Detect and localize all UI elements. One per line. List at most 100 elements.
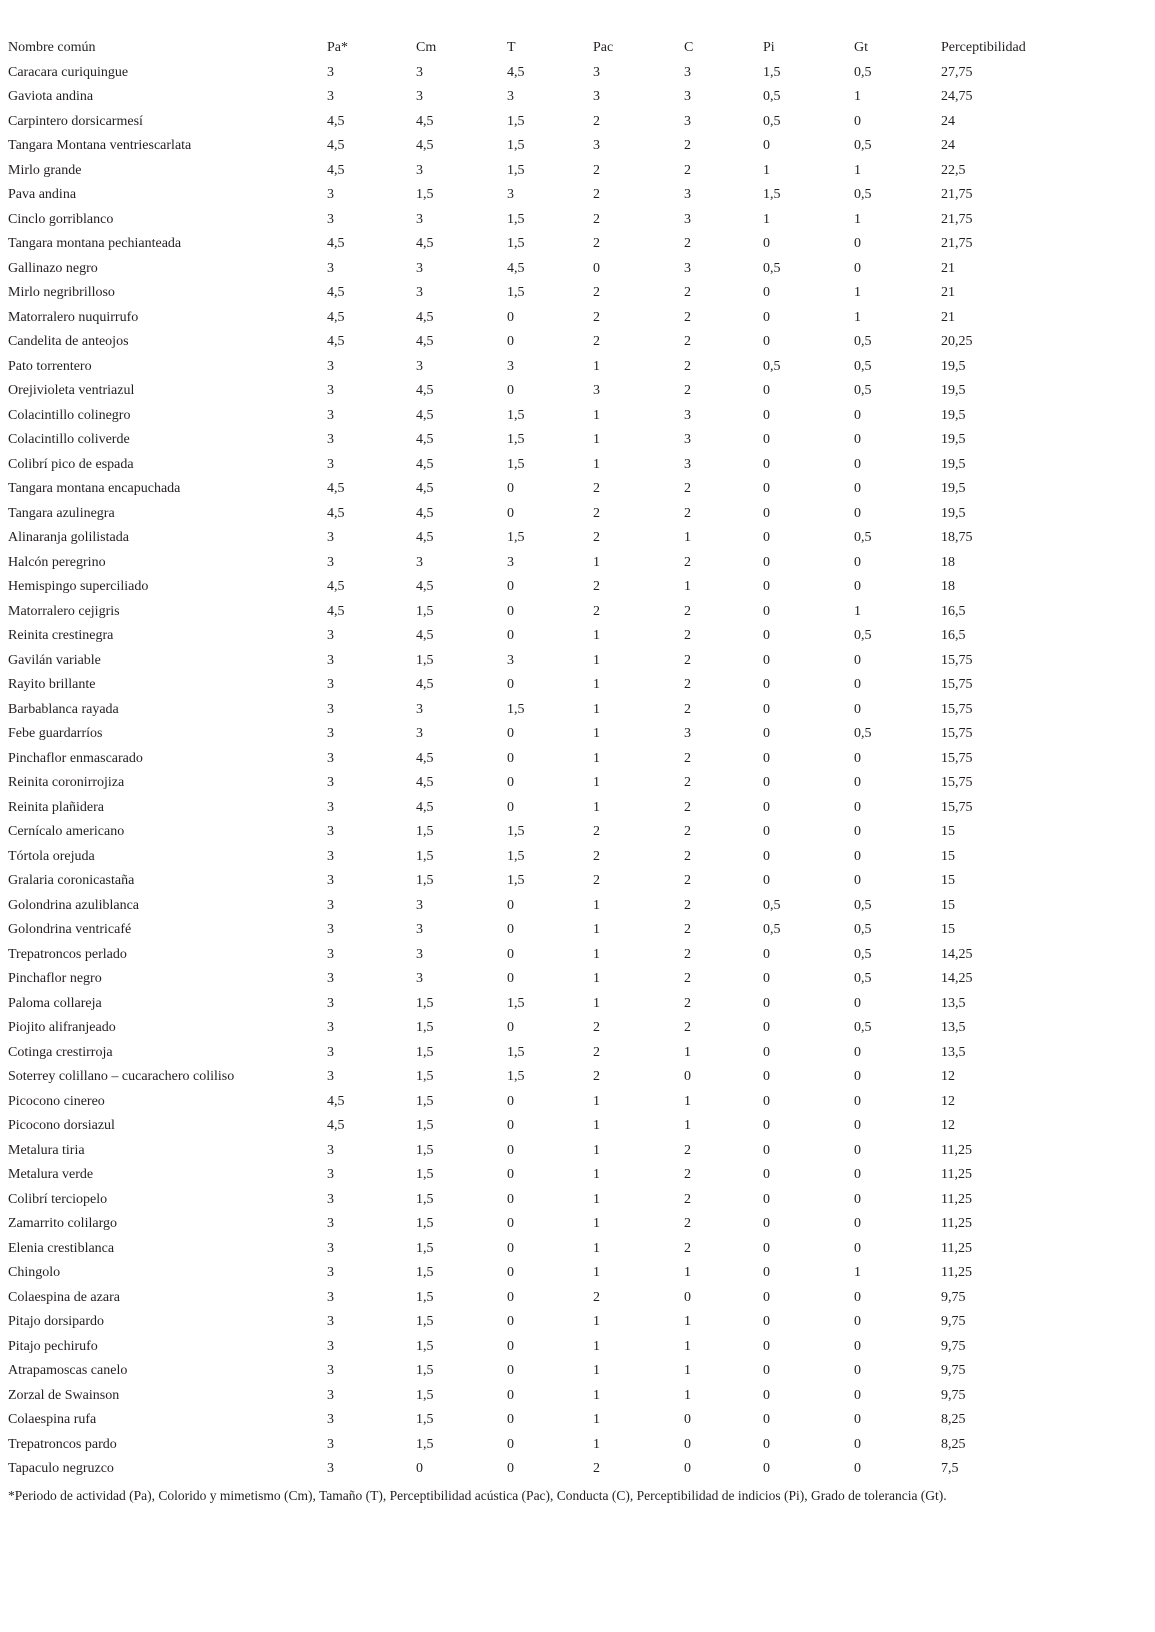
table-cell: 7,5 bbox=[941, 1461, 959, 1477]
table-cell: 1,5 bbox=[416, 873, 434, 889]
species-name: Piojito alifranjeado bbox=[8, 1020, 116, 1036]
table-cell: 19,5 bbox=[941, 407, 966, 423]
table-cell: 0 bbox=[854, 456, 861, 472]
table-cell: 2 bbox=[593, 873, 600, 889]
table-cell: 0 bbox=[507, 1338, 514, 1354]
table-cell: 0 bbox=[763, 138, 770, 154]
table-cell: 4,5 bbox=[327, 138, 345, 154]
table-cell: 3 bbox=[327, 799, 334, 815]
table-cell: 0,5 bbox=[854, 334, 872, 350]
table-cell: 2 bbox=[593, 285, 600, 301]
table-cell: 3 bbox=[327, 873, 334, 889]
species-name: Gaviota andina bbox=[8, 89, 94, 105]
table-cell: 3 bbox=[327, 358, 334, 374]
table-cell: 1 bbox=[593, 1093, 600, 1109]
table-row: Pitajo pechirufo 3 1,5 0 1 1 0 0 9,75 bbox=[8, 1335, 1147, 1360]
table-cell: 0 bbox=[507, 1216, 514, 1232]
table-cell: 2 bbox=[593, 187, 600, 203]
table-cell: 4,5 bbox=[416, 579, 434, 595]
table-cell: 3 bbox=[327, 652, 334, 668]
species-name: Halcón peregrino bbox=[8, 554, 106, 570]
table-cell: 3 bbox=[327, 1314, 334, 1330]
table-cell: 3 bbox=[327, 1461, 334, 1477]
table-cell: 4,5 bbox=[327, 505, 345, 521]
table-cell: 0 bbox=[763, 1142, 770, 1158]
table-row: Caracara curiquingue 3 3 4,5 3 3 1,5 0,5 27,75 bbox=[8, 61, 1147, 86]
table-cell: 0 bbox=[854, 236, 861, 252]
table-cell: 4,5 bbox=[416, 530, 434, 546]
table-cell: 3 bbox=[327, 946, 334, 962]
species-name: Cotinga crestirroja bbox=[8, 1044, 113, 1060]
table-header: Nombre común Pa* Cm T Pac C Pi Gt Perceptibilida… bbox=[8, 36, 1147, 61]
table-cell: 0 bbox=[507, 309, 514, 325]
table-row: Golondrina ventricafé 3 3 0 1 2 0,5 0,5 15 bbox=[8, 918, 1147, 943]
table-cell: 4,5 bbox=[416, 236, 434, 252]
table-cell: 4,5 bbox=[416, 677, 434, 693]
table-cell: 1 bbox=[763, 211, 770, 227]
table-cell: 0 bbox=[763, 1265, 770, 1281]
table-cell: 3 bbox=[684, 64, 691, 80]
table-cell: 0 bbox=[854, 1093, 861, 1109]
table-cell: 0 bbox=[763, 824, 770, 840]
table-cell: 3 bbox=[507, 89, 514, 105]
table-row: Colaespina de azara 3 1,5 0 2 0 0 0 9,75 bbox=[8, 1286, 1147, 1311]
table-cell: 4,5 bbox=[327, 1118, 345, 1134]
species-name: Matorralero cejigris bbox=[8, 603, 120, 619]
table-row: Paloma collareja 3 1,5 1,5 1 2 0 0 13,5 bbox=[8, 992, 1147, 1017]
table-cell: 2 bbox=[684, 922, 691, 938]
species-name: Carpintero dorsicarmesí bbox=[8, 113, 143, 129]
table-cell: 0 bbox=[507, 1191, 514, 1207]
table-cell: 2 bbox=[684, 1142, 691, 1158]
table-cell: 3 bbox=[327, 432, 334, 448]
table-cell: 0 bbox=[763, 1020, 770, 1036]
table-cell: 3 bbox=[416, 162, 423, 178]
table-cell: 4,5 bbox=[416, 432, 434, 448]
table-cell: 3 bbox=[507, 358, 514, 374]
table-cell: 9,75 bbox=[941, 1314, 966, 1330]
table-row: Mirlo negribrilloso 4,5 3 1,5 2 2 0 1 21 bbox=[8, 281, 1147, 306]
table-cell: 3 bbox=[327, 995, 334, 1011]
table-cell: 0 bbox=[507, 505, 514, 521]
table-cell: 4,5 bbox=[416, 334, 434, 350]
table-cell: 0 bbox=[763, 505, 770, 521]
table-cell: 3 bbox=[416, 260, 423, 276]
table-cell: 3 bbox=[327, 187, 334, 203]
table-cell: 0,5 bbox=[854, 1020, 872, 1036]
table-cell: 0 bbox=[854, 1069, 861, 1085]
species-name: Elenia crestiblanca bbox=[8, 1240, 115, 1256]
table-cell: 2 bbox=[684, 824, 691, 840]
table-cell: 1 bbox=[593, 1412, 600, 1428]
table-cell: 0,5 bbox=[763, 897, 781, 913]
table-cell: 3 bbox=[327, 64, 334, 80]
species-name: Pitajo pechirufo bbox=[8, 1338, 98, 1354]
table-cell: 19,5 bbox=[941, 358, 966, 374]
table-cell: 3 bbox=[327, 89, 334, 105]
table-cell: 0 bbox=[763, 995, 770, 1011]
page: Nombre común Pa* Cm T Pac C Pi Gt Perceptibilida… bbox=[8, 36, 1147, 1502]
table-cell: 3 bbox=[327, 628, 334, 644]
table-cell: 3 bbox=[684, 211, 691, 227]
table-row: Pava andina 3 1,5 3 2 3 1,5 0,5 21,75 bbox=[8, 183, 1147, 208]
table-cell: 2 bbox=[684, 505, 691, 521]
table-cell: 1 bbox=[684, 1044, 691, 1060]
table-cell: 3 bbox=[507, 652, 514, 668]
table-cell: 2 bbox=[593, 1044, 600, 1060]
table-cell: 0 bbox=[854, 407, 861, 423]
column-header-8: Perceptibilidad bbox=[941, 40, 1026, 56]
species-name: Cinclo gorriblanco bbox=[8, 211, 114, 227]
table-cell: 15 bbox=[941, 897, 955, 913]
table-cell: 0 bbox=[507, 1436, 514, 1452]
table-cell: 2 bbox=[593, 211, 600, 227]
table-row: Candelita de anteojos 4,5 4,5 0 2 2 0 0,5 20,25 bbox=[8, 330, 1147, 355]
table-cell: 4,5 bbox=[416, 113, 434, 129]
species-name: Colaespina rufa bbox=[8, 1412, 97, 1428]
table-cell: 0 bbox=[507, 1118, 514, 1134]
species-name: Colacintillo colinegro bbox=[8, 407, 131, 423]
table-row: Zamarrito colilargo 3 1,5 0 1 2 0 0 11,25 bbox=[8, 1212, 1147, 1237]
table-cell: 1 bbox=[593, 897, 600, 913]
table-cell: 0 bbox=[854, 995, 861, 1011]
table-cell: 2 bbox=[684, 995, 691, 1011]
table-cell: 8,25 bbox=[941, 1412, 966, 1428]
table-cell: 0 bbox=[763, 848, 770, 864]
table-cell: 9,75 bbox=[941, 1289, 966, 1305]
